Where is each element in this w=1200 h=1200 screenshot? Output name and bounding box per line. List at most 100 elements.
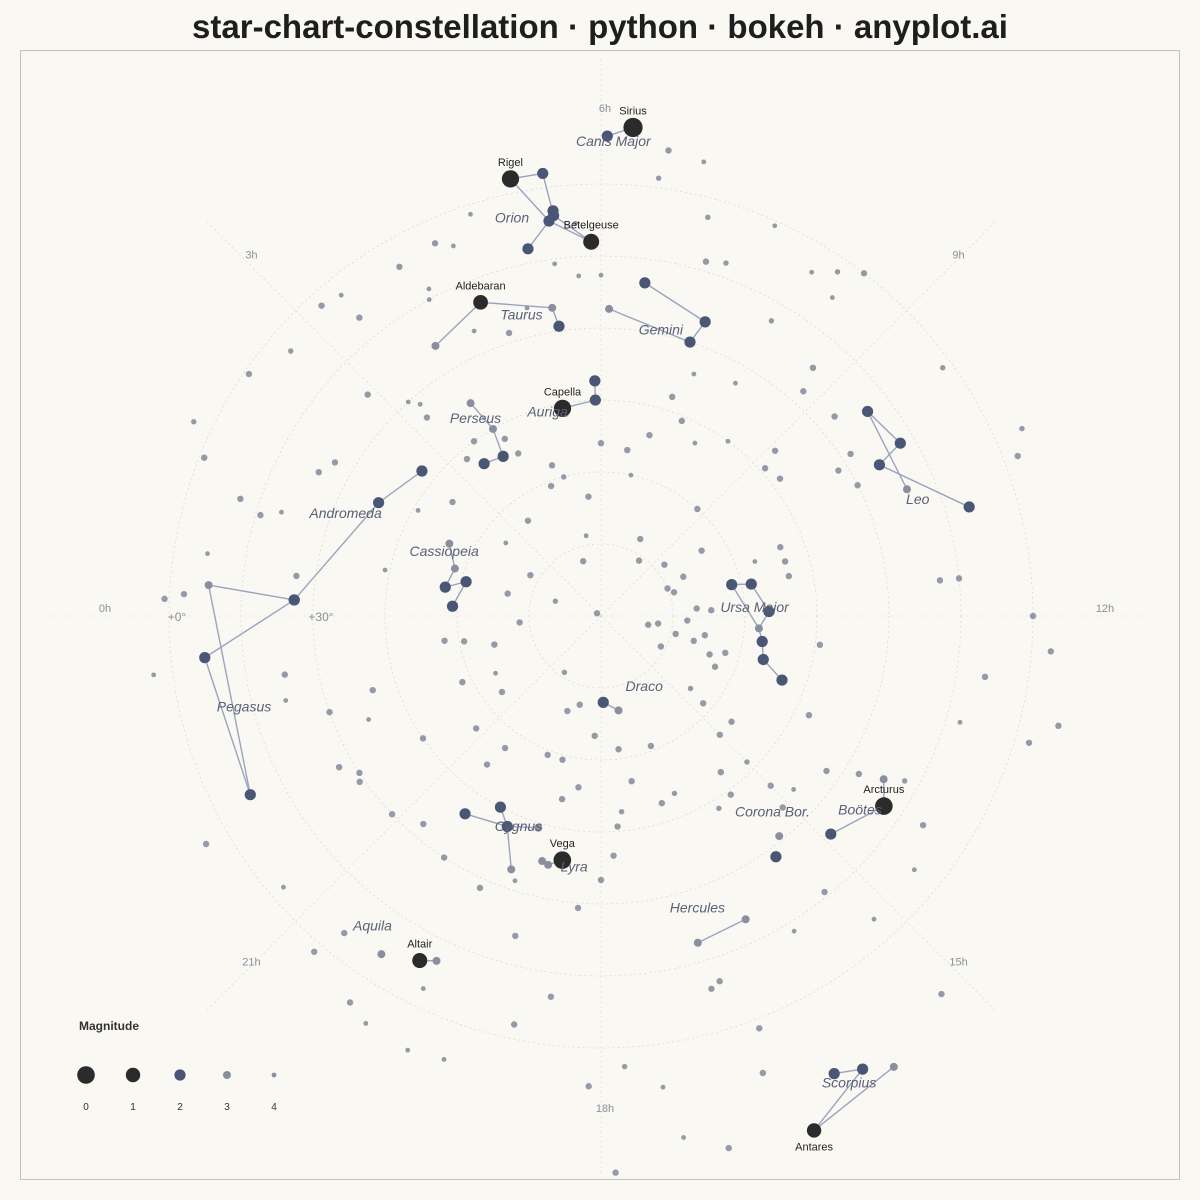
constellation-label: Boötes (838, 802, 882, 818)
constellation-star (534, 823, 543, 832)
background-star (561, 474, 567, 480)
constellation-label: Auriga (526, 404, 568, 420)
background-star (733, 380, 738, 386)
constellation-star (726, 579, 738, 591)
constellation-star (553, 399, 572, 417)
constellation-star (684, 336, 696, 348)
star-name-label: Arcturus (863, 784, 904, 796)
constellation-star (288, 594, 300, 606)
constellation-star (757, 653, 769, 666)
dec-circle (456, 471, 746, 761)
background-star (761, 465, 769, 472)
background-star (708, 985, 715, 992)
constellation-star (478, 458, 490, 470)
background-star (559, 756, 566, 763)
background-star (426, 297, 432, 303)
background-star (548, 462, 556, 469)
background-star (180, 590, 188, 598)
background-star (680, 573, 687, 580)
background-star (585, 1083, 592, 1090)
background-star (417, 401, 423, 407)
background-star (580, 558, 587, 565)
background-star (690, 637, 697, 645)
constellation-star (538, 857, 547, 866)
background-star (722, 649, 729, 657)
constellation-star (693, 938, 702, 947)
constellation-star (199, 652, 211, 664)
background-star (756, 1025, 763, 1032)
constellation-star (553, 851, 572, 869)
plot-area: 0h 3h 6h 9h 12h 15h 18h 21h +0° +30° Canis Major O… (20, 50, 1180, 1180)
constellation-label: Draco (626, 678, 664, 694)
constellation-line (434, 301, 482, 347)
constellation-star (589, 375, 601, 387)
background-star (791, 787, 797, 792)
background-star (151, 672, 157, 678)
constellation-star (699, 316, 711, 328)
constellation-star (754, 624, 763, 633)
background-star (281, 884, 286, 890)
background-star (544, 751, 551, 759)
constellation-star (894, 437, 906, 449)
constellation-label: Pegasus (217, 699, 271, 715)
background-star (767, 782, 774, 789)
constellation-line (470, 402, 494, 430)
hour-label: 21h (242, 957, 260, 969)
background-star (441, 1057, 447, 1062)
background-star (628, 472, 634, 478)
background-star (547, 482, 555, 490)
star-name-label: Antares (795, 1141, 833, 1153)
constellation-label: Andromeda (308, 505, 382, 521)
background-star (415, 508, 421, 513)
background-star (725, 1144, 732, 1152)
constellation-star (741, 915, 750, 924)
background-star (678, 417, 686, 425)
constellation-star (553, 320, 565, 332)
background-star (205, 551, 210, 557)
background-star (552, 261, 558, 267)
constellation-star (412, 952, 428, 969)
constellation-star (806, 1123, 822, 1138)
background-star (561, 669, 568, 676)
background-star (829, 295, 835, 300)
background-star (614, 823, 621, 830)
background-star (809, 364, 817, 372)
constellation-line (208, 584, 295, 601)
background-star (516, 619, 523, 626)
constellation-star (501, 170, 520, 188)
constellation-line (448, 543, 456, 569)
background-star (552, 598, 559, 604)
background-star (727, 791, 734, 798)
hour-label: 6h (599, 103, 611, 115)
constellation-star (639, 277, 651, 289)
constellation-line (731, 584, 760, 629)
star-name-label: Betelgeuse (564, 220, 619, 232)
background-star (1055, 722, 1062, 730)
background-star (668, 393, 676, 401)
constellation-star (445, 539, 454, 548)
background-star (655, 175, 662, 181)
background-star (779, 804, 786, 811)
constellation-star (544, 860, 553, 869)
constellation-line (509, 178, 550, 222)
background-star (512, 932, 519, 940)
constellation-star (861, 405, 874, 418)
legend-title: Magnitude (79, 1019, 139, 1033)
background-star (574, 904, 582, 912)
background-star (646, 431, 653, 439)
background-star (338, 292, 344, 298)
constellation-star (446, 600, 459, 612)
background-star (635, 557, 643, 564)
constellation-label: Hercules (670, 900, 725, 916)
constellation-star (450, 564, 459, 573)
background-star (670, 589, 678, 596)
background-star (855, 770, 863, 778)
stars (151, 117, 1062, 1176)
star-name-label: Sirius (619, 105, 647, 117)
constellation-line (813, 1068, 864, 1131)
constellation-label: Ursa Major (720, 599, 790, 615)
background-star (585, 493, 592, 500)
constellation-line (480, 301, 553, 309)
legend-tick-label: 3 (224, 1102, 230, 1113)
constellation-label: Gemini (639, 321, 684, 337)
